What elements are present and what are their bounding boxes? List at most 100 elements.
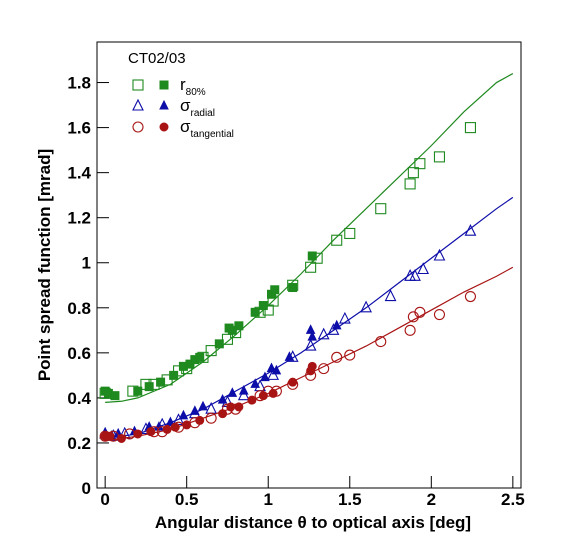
- legend-marker-open: [132, 79, 144, 91]
- filled-marker: [266, 362, 277, 373]
- filled-marker: [146, 427, 156, 437]
- open-marker: [318, 363, 330, 375]
- open-marker: [305, 261, 317, 273]
- x-tick-label: 1: [263, 490, 272, 509]
- filled-marker: [307, 361, 317, 371]
- filled-marker: [260, 371, 270, 382]
- filled-marker: [258, 301, 268, 311]
- x-tick-label: 1.5: [338, 490, 362, 509]
- fit-line: [105, 266, 514, 442]
- open-marker: [375, 203, 387, 215]
- open-marker: [327, 323, 340, 335]
- legend-label: σtangential: [180, 117, 234, 140]
- y-tick-label: 0.2: [67, 434, 91, 453]
- filled-marker: [227, 325, 237, 335]
- filled-marker: [234, 321, 244, 331]
- filled-marker: [198, 400, 208, 411]
- open-marker: [344, 227, 356, 240]
- open-marker: [205, 345, 217, 357]
- y-tick-label: 1: [82, 254, 91, 273]
- legend-symbol: σ: [180, 96, 191, 115]
- open-marker: [464, 122, 476, 134]
- y-tick-label: 1.6: [67, 119, 91, 138]
- open-marker: [344, 349, 356, 361]
- legend-symbol: σ: [180, 117, 191, 136]
- plot-frame: [96, 41, 522, 489]
- filled-marker: [331, 319, 342, 330]
- x-tick-label: 0: [100, 490, 109, 509]
- filled-marker: [169, 370, 179, 380]
- filled-marker: [227, 387, 238, 397]
- y-tick-label: 1.8: [67, 74, 91, 93]
- legend-marker-open: [132, 121, 144, 133]
- filled-marker: [218, 409, 228, 419]
- filled-marker: [238, 385, 249, 395]
- filled-marker: [284, 351, 295, 361]
- x-tick-label: 2.5: [501, 490, 525, 509]
- open-marker: [317, 327, 330, 340]
- filled-marker: [156, 377, 166, 387]
- filled-marker: [250, 378, 260, 388]
- filled-marker: [307, 251, 317, 261]
- legend-symbol: r: [180, 75, 186, 94]
- filled-marker: [185, 359, 195, 369]
- open-marker: [417, 262, 430, 275]
- filled-marker: [305, 324, 316, 334]
- filled-marker: [105, 431, 115, 441]
- filled-marker: [258, 391, 268, 401]
- open-marker: [331, 351, 343, 363]
- y-tick-label: 0.6: [67, 344, 91, 363]
- open-marker: [414, 158, 426, 170]
- open-marker: [409, 269, 421, 281]
- open-marker: [331, 234, 343, 246]
- y-tick-label: 0.8: [67, 299, 91, 318]
- filled-marker: [133, 429, 143, 439]
- open-marker: [433, 151, 446, 163]
- filled-marker: [234, 402, 244, 412]
- open-marker: [404, 178, 416, 190]
- legend-title: CT02/03: [128, 50, 186, 67]
- filled-marker: [190, 405, 200, 415]
- filled-marker: [268, 388, 278, 398]
- filled-marker: [288, 283, 298, 293]
- open-marker: [433, 309, 446, 321]
- open-marker: [360, 300, 372, 313]
- open-marker: [464, 223, 477, 236]
- fit-line: [105, 73, 514, 403]
- filled-marker: [165, 416, 176, 427]
- legend-label: r80%: [180, 75, 206, 98]
- y-axis-label: Point spread function [mrad]: [35, 149, 54, 381]
- open-marker: [205, 412, 217, 424]
- filled-marker: [116, 433, 126, 443]
- filled-marker: [144, 382, 154, 392]
- y-tick-label: 1.4: [67, 164, 91, 183]
- filled-marker: [170, 422, 180, 432]
- filled-marker: [110, 391, 120, 401]
- filled-marker: [214, 339, 224, 349]
- filled-marker: [195, 415, 205, 425]
- legend-subscript: radial: [191, 108, 215, 119]
- filled-marker: [182, 420, 192, 430]
- open-marker: [384, 289, 397, 302]
- legend-marker-filled: [159, 80, 169, 90]
- filled-marker: [270, 285, 280, 295]
- x-tick-label: 0.5: [175, 490, 199, 509]
- legend-marker-filled: [159, 122, 169, 132]
- y-tick-label: 1.2: [67, 209, 91, 228]
- open-marker: [304, 338, 317, 351]
- x-tick-label: 2: [427, 490, 436, 509]
- open-marker: [172, 365, 185, 377]
- filled-marker: [217, 394, 228, 404]
- filled-marker: [288, 377, 298, 387]
- filled-marker: [162, 424, 172, 434]
- filled-marker: [307, 330, 318, 341]
- open-marker: [433, 248, 446, 261]
- filled-marker: [250, 307, 260, 317]
- y-tick-label: 0: [82, 479, 91, 498]
- legend-marker-open: [132, 98, 144, 111]
- open-marker: [237, 388, 250, 401]
- x-axis-label: Angular distance θ to optical axis [deg]: [155, 513, 471, 532]
- open-marker: [221, 333, 234, 345]
- open-marker: [414, 306, 426, 318]
